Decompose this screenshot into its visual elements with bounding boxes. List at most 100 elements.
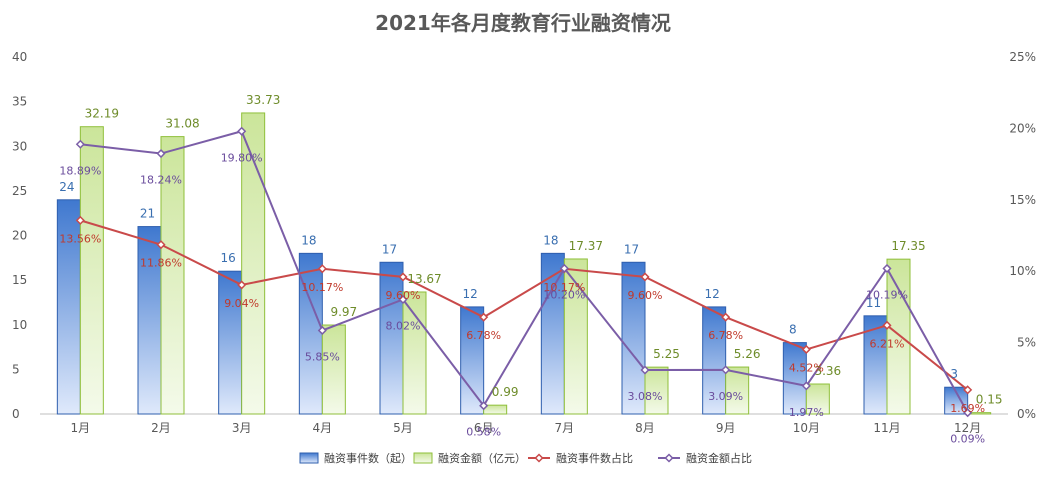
label-count-share: 10.17%	[543, 281, 585, 294]
y-right-tick-label: 10%	[1009, 264, 1036, 278]
legend-swatch	[299, 452, 319, 464]
x-axis: 1月 2月 3月 4月 5月 6月 7月 8月 9月 10月 11月 12月	[40, 413, 1008, 435]
legend-label: 融资金额占比	[686, 451, 752, 465]
y-right-tick-label: 5%	[1017, 336, 1036, 350]
y-axis-left: 0 5 10 15 20 25 30 35 40	[12, 50, 27, 421]
point-count-share	[721, 312, 731, 322]
y-left-tick-label: 40	[12, 50, 27, 64]
x-tick-label: 11月	[873, 421, 900, 435]
legend-label: 融资事件数占比	[556, 451, 633, 465]
point-amount-share	[479, 401, 489, 411]
label-amount: 3.36	[814, 364, 841, 378]
point-count-share	[882, 320, 892, 330]
chart-title: 2021年各月度教育行业融资情况	[375, 11, 671, 35]
label-amount: 9.97	[330, 305, 357, 319]
label-count-share: 9.60%	[386, 289, 421, 302]
legend-marker	[534, 453, 544, 463]
bar-amount	[805, 383, 830, 415]
point-count-share	[640, 272, 650, 282]
y-left-tick-label: 25	[12, 184, 27, 198]
legend-label: 融资金额（亿元）	[438, 451, 526, 465]
bar-count	[621, 261, 646, 415]
legend-marker	[664, 453, 674, 463]
label-amount-share: 1.97%	[789, 406, 824, 419]
point-count-share	[963, 385, 973, 395]
label-count-share: 13.56%	[59, 232, 101, 245]
x-tick-label: 8月	[635, 421, 655, 435]
label-count-share: 4.52%	[789, 361, 824, 374]
point-amount-share	[75, 139, 85, 149]
bar-count	[540, 252, 565, 415]
x-tick-label: 2月	[151, 421, 171, 435]
bar-count	[944, 386, 969, 415]
label-count-share: 6.78%	[708, 329, 743, 342]
label-amount-share: 18.89%	[59, 164, 101, 177]
label-count: 12	[705, 287, 720, 301]
label-count: 24	[59, 180, 74, 194]
y-left-tick-label: 15	[12, 273, 27, 287]
y-left-tick-label: 30	[12, 139, 27, 153]
label-amount-share: 18.24%	[140, 174, 182, 187]
label-amount: 33.73	[246, 93, 280, 107]
point-amount-share	[559, 263, 569, 273]
point-amount-share	[317, 325, 327, 336]
label-count-share: 1.69%	[950, 402, 985, 415]
bar-amount	[79, 126, 104, 415]
point-amount-share	[963, 408, 973, 418]
label-amount: 13.67	[407, 272, 441, 286]
point-amount-share	[801, 381, 811, 391]
x-tick-label: 1月	[71, 421, 91, 435]
bar-count	[298, 252, 323, 415]
bar-count	[782, 342, 807, 415]
point-count-share	[237, 280, 247, 290]
y-left-tick-label: 35	[12, 95, 27, 109]
point-amount-share	[882, 263, 892, 274]
label-amount-share: 0.58%	[466, 426, 501, 439]
line-count-share	[80, 219, 969, 391]
point-count-share	[398, 272, 408, 282]
bar-count	[379, 261, 404, 415]
label-count: 3	[950, 367, 958, 381]
bar-count	[137, 226, 162, 415]
label-amount: 5.26	[734, 347, 761, 361]
bar-count	[702, 306, 727, 415]
line-series	[75, 126, 973, 418]
label-amount-share: 5.85%	[305, 350, 340, 363]
x-tick-label: 6月	[474, 421, 494, 435]
x-tick-label: 12月	[954, 421, 981, 435]
label-count-share: 9.04%	[224, 297, 259, 310]
label-count: 18	[301, 233, 316, 247]
bar-amount	[725, 366, 750, 415]
label-count: 16	[221, 251, 236, 265]
bar-series	[56, 112, 992, 415]
bar-amount	[160, 136, 185, 415]
label-count-share: 10.17%	[301, 281, 343, 294]
label-count: 17	[624, 242, 639, 256]
label-amount: 17.35	[891, 239, 925, 253]
label-amount: 17.37	[569, 239, 603, 253]
legend-swatch	[413, 452, 433, 464]
y-right-tick-label: 0%	[1017, 407, 1036, 421]
label-count: 17	[382, 242, 397, 256]
point-count-share	[479, 312, 489, 322]
point-amount-share	[640, 365, 650, 375]
bar-amount	[402, 291, 427, 415]
y-left-tick-label: 20	[12, 229, 27, 243]
label-count: 12	[463, 287, 478, 301]
x-tick-label: 9月	[716, 421, 736, 435]
y-left-tick-label: 10	[12, 318, 27, 332]
y-axis-right: 0% 5% 10% 15% 20% 25%	[1009, 50, 1036, 421]
label-count-share: 6.78%	[466, 329, 501, 342]
point-count-share	[75, 215, 85, 225]
label-count-share: 6.21%	[870, 337, 905, 350]
label-amount: 0.15	[976, 393, 1003, 407]
bar-amount	[644, 366, 669, 415]
label-amount-share: 19.80%	[221, 151, 263, 164]
label-count-share: 9.60%	[628, 289, 663, 302]
label-amount: 5.25	[653, 347, 680, 361]
legend: 融资事件数（起） 融资金额（亿元） 融资事件数占比 融资金额占比	[299, 451, 752, 465]
data-labels: 24 32.19 21 31.08 16 33.73 18 9.97 17 13.67 12 0.99…	[59, 93, 1002, 446]
bar-amount	[241, 112, 266, 415]
